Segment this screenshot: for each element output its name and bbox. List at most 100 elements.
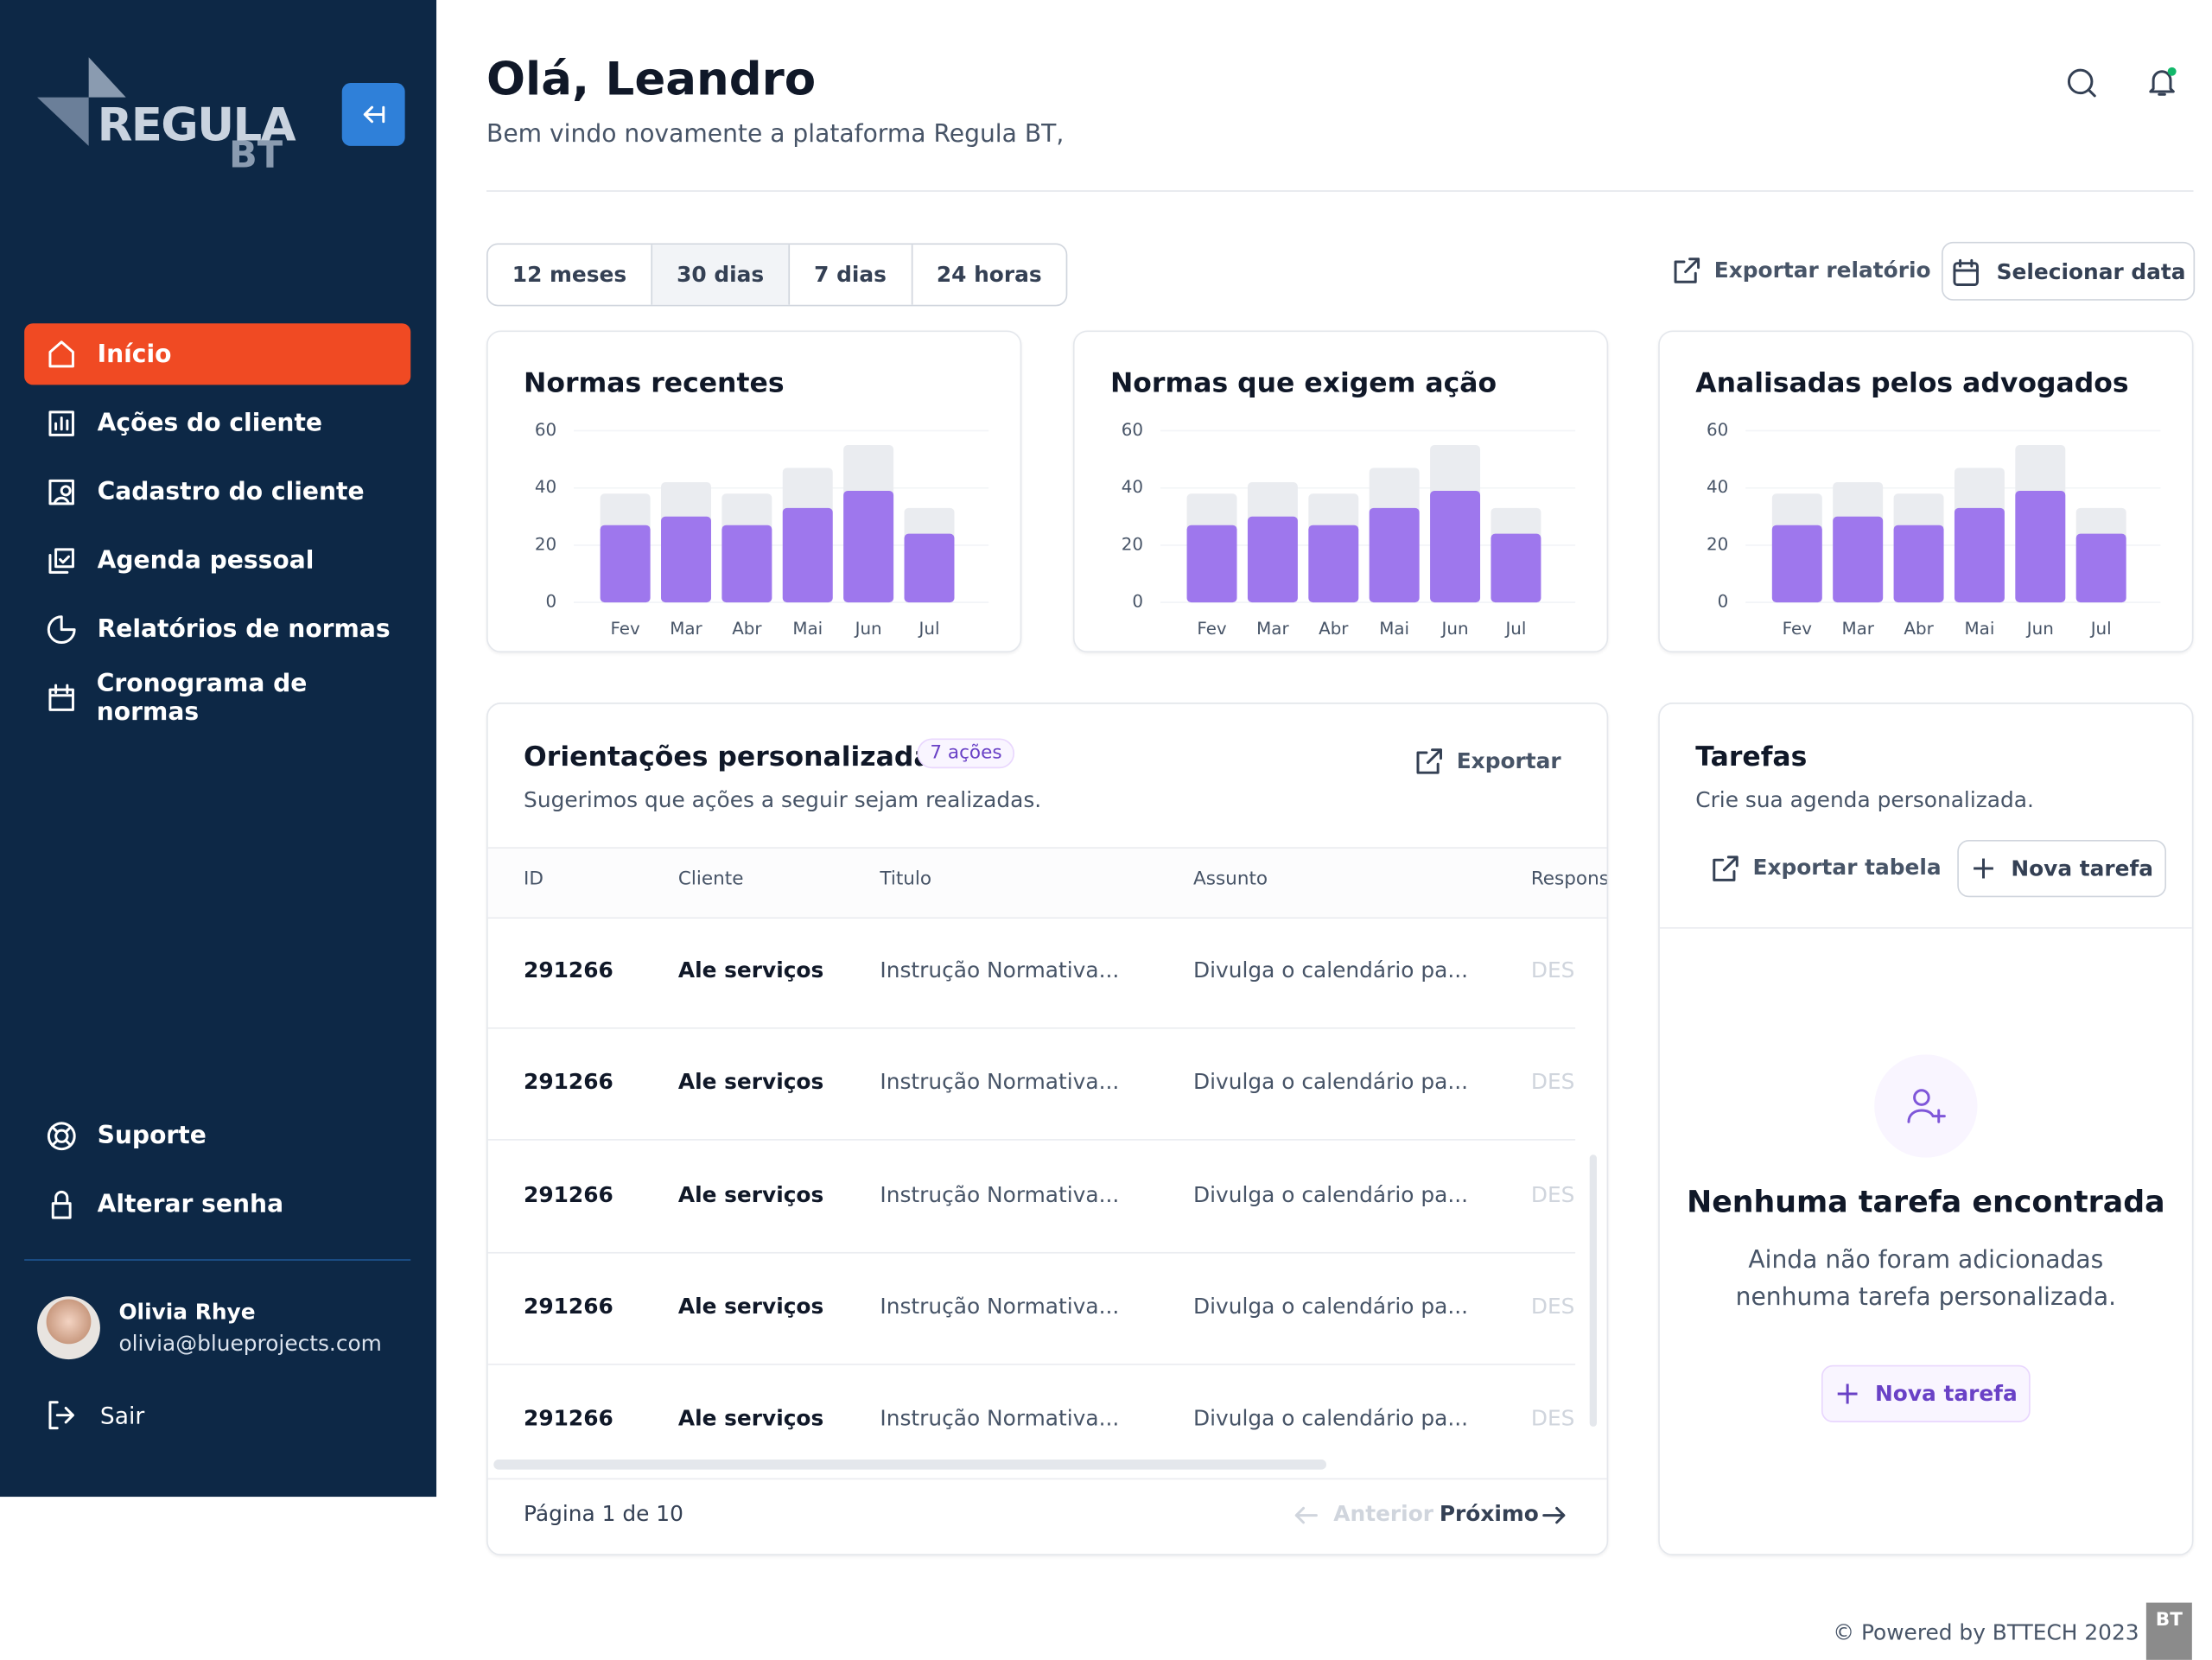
bar <box>1954 507 2005 603</box>
table-cell: Instrução Normativa... <box>880 957 1120 983</box>
x-tick-label: Fev <box>610 619 640 639</box>
nav-label: Suporte <box>97 1121 207 1150</box>
row-divider <box>487 1363 1576 1365</box>
table-cell: Instrução Normativa... <box>880 1069 1120 1096</box>
logout-icon <box>48 1401 74 1430</box>
select-date[interactable]: Selecionar data <box>1942 241 2196 301</box>
page-subtitle: Bem vindo novamente a plataforma Regula … <box>486 120 1065 149</box>
table-cell: Divulga o calendário pa... <box>1193 957 1469 983</box>
header-divider <box>486 190 2194 192</box>
y-tick-label: 40 <box>1122 477 1143 497</box>
logo-sub: BT <box>228 134 283 178</box>
y-tick-label: 0 <box>1718 592 1729 612</box>
collapse-button[interactable] <box>341 83 405 146</box>
guidance-subtitle: Sugerimos que ações a seguir sejam reali… <box>524 786 1042 813</box>
icon-path <box>48 683 74 710</box>
nav-icon <box>47 614 76 644</box>
table-cell: DES <box>1530 1069 1575 1096</box>
footer: © Powered by BTTECH 2023 <box>1833 1619 2139 1646</box>
row-divider <box>487 1027 1576 1029</box>
v-scrollbar <box>1589 1154 1597 1427</box>
nav-item[interactable]: Alterar senha <box>24 1173 410 1235</box>
nav-icon <box>47 1121 76 1150</box>
icon-path <box>48 479 74 505</box>
empty-new-task-label: Nova tarefa <box>1875 1380 2018 1407</box>
x-tick-label: Jul <box>1503 619 1526 639</box>
empty-icon <box>1874 1054 1978 1158</box>
empty-new-task[interactable]: + Nova tarefa <box>1821 1364 2031 1422</box>
table-cell: Divulga o calendário pa... <box>1193 1069 1469 1096</box>
bar <box>1369 507 1420 603</box>
x-tick-label: Jun <box>1440 619 1469 639</box>
chart: 0 20 40 60 Fev Mar Abr Mai Jun Jul <box>535 420 989 639</box>
filter-button[interactable]: 24 horas <box>936 262 1042 288</box>
x-tick-label: Abr <box>732 619 762 639</box>
table-header <box>487 847 1607 919</box>
table-cell: Instrução Normativa... <box>880 1181 1120 1207</box>
guidance-export[interactable]: Exportar <box>1456 748 1561 774</box>
nav-item[interactable]: Ações do cliente <box>24 392 410 454</box>
filter-button[interactable]: 12 meses <box>488 245 652 305</box>
table-cell: Divulga o calendário pa... <box>1193 1293 1469 1320</box>
next-icon <box>1542 1506 1566 1524</box>
page-indicator: Página 1 de 10 <box>524 1501 683 1527</box>
avatar <box>37 1296 100 1360</box>
nav-icon <box>51 1190 72 1218</box>
tasks-export[interactable]: Exportar tabela <box>1752 854 1942 881</box>
nav-item[interactable]: Agenda pessoal <box>24 530 410 591</box>
table-cell: Divulga o calendário pa... <box>1193 1181 1469 1207</box>
divider <box>24 1259 411 1261</box>
bar <box>1833 516 1884 603</box>
bar <box>1430 490 1481 603</box>
filter-button[interactable]: 30 dias <box>652 245 791 305</box>
prev-button[interactable]: Anterior <box>1333 1501 1434 1527</box>
icon-path <box>48 547 74 574</box>
table-cell: Divulga o calendário pa... <box>1193 1405 1469 1432</box>
table-cell: Ale serviços <box>677 1405 824 1432</box>
empty-text: Ainda não foram adicionadas nenhuma tare… <box>1735 1246 2117 1313</box>
bar <box>1771 525 1822 603</box>
period-filter: 12 meses 30 dias 7 dias 24 horas <box>486 243 1068 307</box>
nav-label: Cadastro do cliente <box>97 477 365 506</box>
user-email: olivia@blueprojects.com <box>118 1330 382 1357</box>
y-tick-label: 60 <box>535 420 556 440</box>
nav-item[interactable]: Cronograma de normas <box>24 667 410 728</box>
next-button[interactable]: Próximo <box>1439 1501 1539 1527</box>
bar <box>2075 533 2126 603</box>
x-tick-label: Abr <box>1904 619 1934 639</box>
chart: 0 20 40 60 Fev Mar Abr Mai Jun Jul <box>1707 420 2161 639</box>
search-icon[interactable] <box>2064 66 2099 100</box>
new-task[interactable]: + Nova tarefa <box>1957 840 2167 898</box>
x-tick-label: Mar <box>1256 619 1289 639</box>
chart-title: Normas recentes <box>524 367 785 399</box>
chart-card: Analisadas pelos advogados 0 20 40 60 Fev Mar A… <box>1658 330 2194 653</box>
icon-path <box>47 1121 76 1150</box>
icon-path <box>47 614 76 644</box>
logo: REGULA <box>97 97 296 152</box>
chart: 0 20 40 60 Fev Mar Abr Mai Jun Jul <box>1122 420 1576 639</box>
nav-label: Início <box>97 340 172 369</box>
guidance-card: Orientações personalizadas 7 ações Suger… <box>486 703 1609 1555</box>
x-tick-label: Mar <box>670 619 702 639</box>
nav-item[interactable]: Início <box>24 323 411 385</box>
column-header: Cliente <box>677 868 744 890</box>
sidebar: REGULA BT Início Ações do cliente Cadastro… <box>0 0 437 1498</box>
new-task-label: Nova tarefa <box>2011 855 2154 882</box>
filter-button[interactable]: 7 dias <box>790 245 912 305</box>
bar <box>843 490 894 603</box>
nav-icon <box>48 547 74 574</box>
y-tick-label: 20 <box>535 534 556 554</box>
y-tick-label: 40 <box>1707 477 1728 497</box>
user-name: Olivia Rhye <box>118 1299 256 1326</box>
table-cell: Ale serviços <box>677 1069 824 1096</box>
nav-item[interactable]: Cadastro do cliente <box>24 461 410 522</box>
y-tick-label: 20 <box>1122 534 1143 554</box>
nav-item[interactable]: Suporte <box>24 1104 410 1166</box>
logout[interactable]: Sair <box>99 1402 145 1430</box>
notification-icon[interactable] <box>2145 65 2182 102</box>
bar <box>904 533 955 603</box>
table-cell: 291266 <box>524 1069 613 1096</box>
export-report[interactable]: Exportar relatório <box>1713 258 1931 283</box>
nav-item[interactable]: Relatórios de normas <box>24 598 410 659</box>
